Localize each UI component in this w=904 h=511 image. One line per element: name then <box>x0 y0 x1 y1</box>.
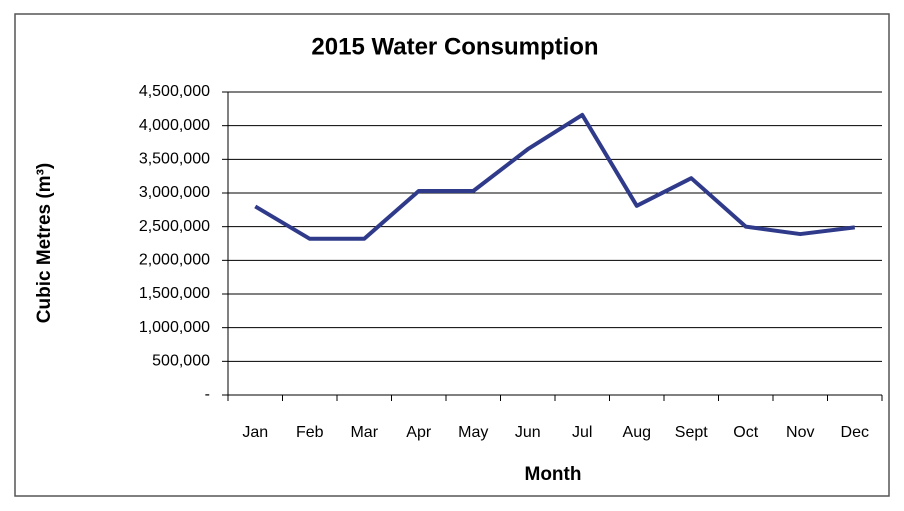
x-tick-label: Apr <box>406 424 432 441</box>
x-tick-label: Jul <box>572 424 592 441</box>
y-tick-label: 4,500,000 <box>139 83 210 100</box>
y-tick-label: 500,000 <box>152 353 210 370</box>
x-tick-label: Sept <box>675 424 708 441</box>
y-tick-label: 2,500,000 <box>139 218 210 235</box>
y-tick-label: 2,000,000 <box>139 252 210 269</box>
x-tick-label: Feb <box>296 424 324 441</box>
y-tick-label: - <box>205 386 210 403</box>
y-tick-label: 3,500,000 <box>139 151 210 168</box>
x-tick-label: Jun <box>515 424 541 441</box>
y-tick-label: 1,000,000 <box>139 319 210 336</box>
y-axis-label: Cubic Metres (m³) <box>34 163 55 323</box>
y-tick-label: 4,000,000 <box>139 117 210 134</box>
series-line <box>254 112 855 241</box>
x-tick-label: Jan <box>242 424 268 441</box>
chart-border <box>14 13 890 497</box>
x-axis-label: Month <box>525 464 582 485</box>
x-tick-label: Nov <box>786 424 814 441</box>
y-tick-label: 1,500,000 <box>139 285 210 302</box>
x-tick-label: Mar <box>350 424 378 441</box>
x-tick-label: Dec <box>841 424 869 441</box>
x-tick-label: May <box>458 424 488 441</box>
x-tick-label: Oct <box>733 424 758 441</box>
y-tick-label: 3,000,000 <box>139 184 210 201</box>
chart-title: 2015 Water Consumption <box>311 33 598 60</box>
x-tick-label: Aug <box>623 424 651 441</box>
